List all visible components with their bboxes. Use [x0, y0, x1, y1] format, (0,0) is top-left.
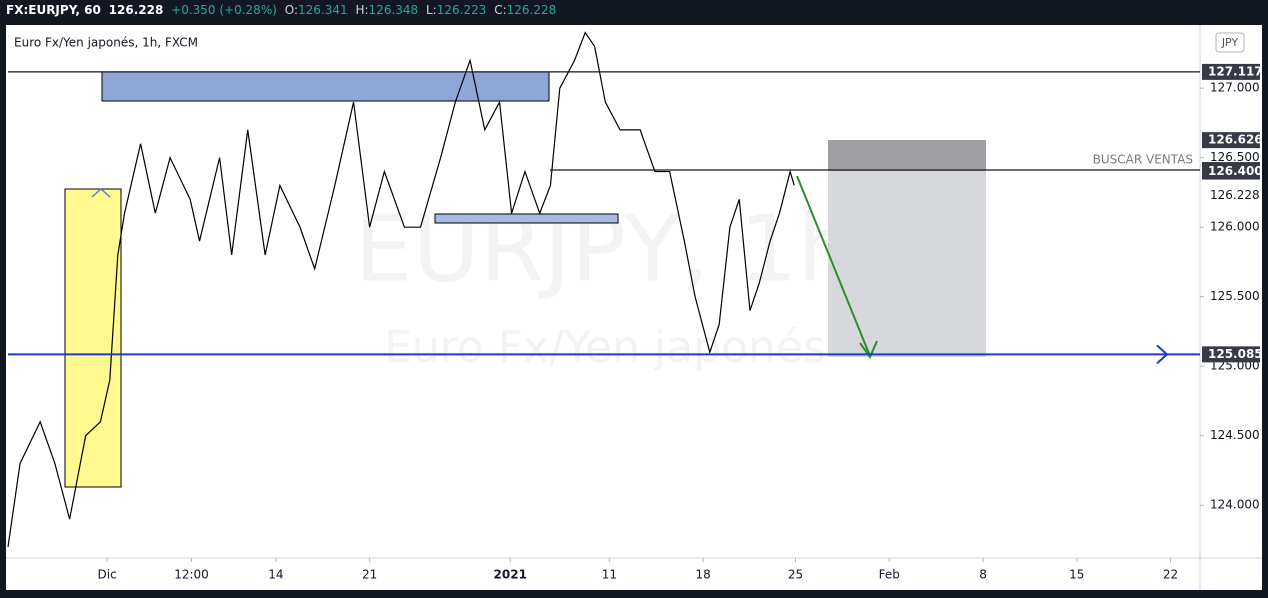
price-label-box [1202, 63, 1260, 80]
y-tick-label: 126.000 [1210, 220, 1260, 234]
target-arrowhead [859, 340, 878, 360]
currency-button[interactable] [1215, 32, 1245, 53]
c-label: C: [494, 3, 507, 17]
l-value: 126.223 [436, 3, 487, 17]
h-value: 126.348 [368, 3, 419, 17]
o-value: 126.341 [298, 3, 348, 17]
annotation: BUSCAR VENTAS [1093, 153, 1193, 167]
target-zone [828, 171, 986, 357]
y-tick-label: 126.500 [1210, 150, 1260, 164]
legend: Euro Fx/Yen japonés, 1h, FXCM [14, 36, 198, 50]
highlight-zone [64, 188, 122, 488]
price-label: 125.085 [1208, 347, 1263, 361]
y-tick-label: 124.000 [1210, 498, 1260, 512]
watermark: EURJPY, 1h [354, 195, 856, 302]
y-tick-label: 124.500 [1210, 428, 1260, 442]
x-tick-label: 21 [362, 568, 377, 582]
supply-zone [101, 71, 550, 102]
x-tick-label: 22 [1163, 568, 1178, 582]
c-value: 126.228 [506, 3, 557, 17]
level-arrowhead [1156, 344, 1169, 365]
symbol: FX:EURJPY, 60 [6, 3, 101, 17]
currency-label[interactable]: JPY [1221, 36, 1239, 49]
header: FX:EURJPY, 60 126.228 +0.350 (+0.28%) O:… [6, 3, 560, 17]
x-tick-label: 25 [788, 568, 803, 582]
price-label: 126.626 [1208, 133, 1263, 147]
zone-marker [91, 187, 111, 198]
x-tick-label: 15 [1069, 568, 1084, 582]
price-label-box [1202, 346, 1260, 363]
price-label-box [1202, 163, 1260, 180]
l-label: L: [426, 3, 437, 17]
x-tick-label: 14 [268, 568, 283, 582]
watermark-sub: Euro Fx/Yen japonés [384, 322, 826, 373]
x-tick-label: 11 [602, 568, 617, 582]
price: 126.228 [108, 3, 164, 17]
demand-zone [434, 213, 619, 224]
x-tick-label: 2021 [494, 568, 527, 582]
price-label: 127.117 [1208, 64, 1263, 78]
last-price-box [1202, 187, 1260, 204]
price-line [7, 31, 795, 547]
y-tick-label: 127.000 [1210, 81, 1260, 95]
price-label-box [1202, 132, 1260, 149]
change: +0.350 (+0.28%) [171, 3, 277, 17]
x-tick-label: Dic [98, 568, 117, 582]
last-price-label: 126.228 [1210, 188, 1260, 202]
x-tick-label: 8 [979, 568, 987, 582]
o-label: O: [284, 3, 299, 17]
x-tick-label: 18 [695, 568, 710, 582]
h-label: H: [355, 3, 369, 17]
x-tick-label: Feb [879, 568, 900, 582]
y-tick-label: 125.500 [1210, 289, 1260, 303]
chart-bg [6, 25, 1262, 590]
target-arrow [796, 175, 871, 357]
stop-zone [828, 140, 986, 171]
price-label: 126.400 [1208, 164, 1263, 178]
x-tick-label: 12:00 [174, 568, 209, 582]
